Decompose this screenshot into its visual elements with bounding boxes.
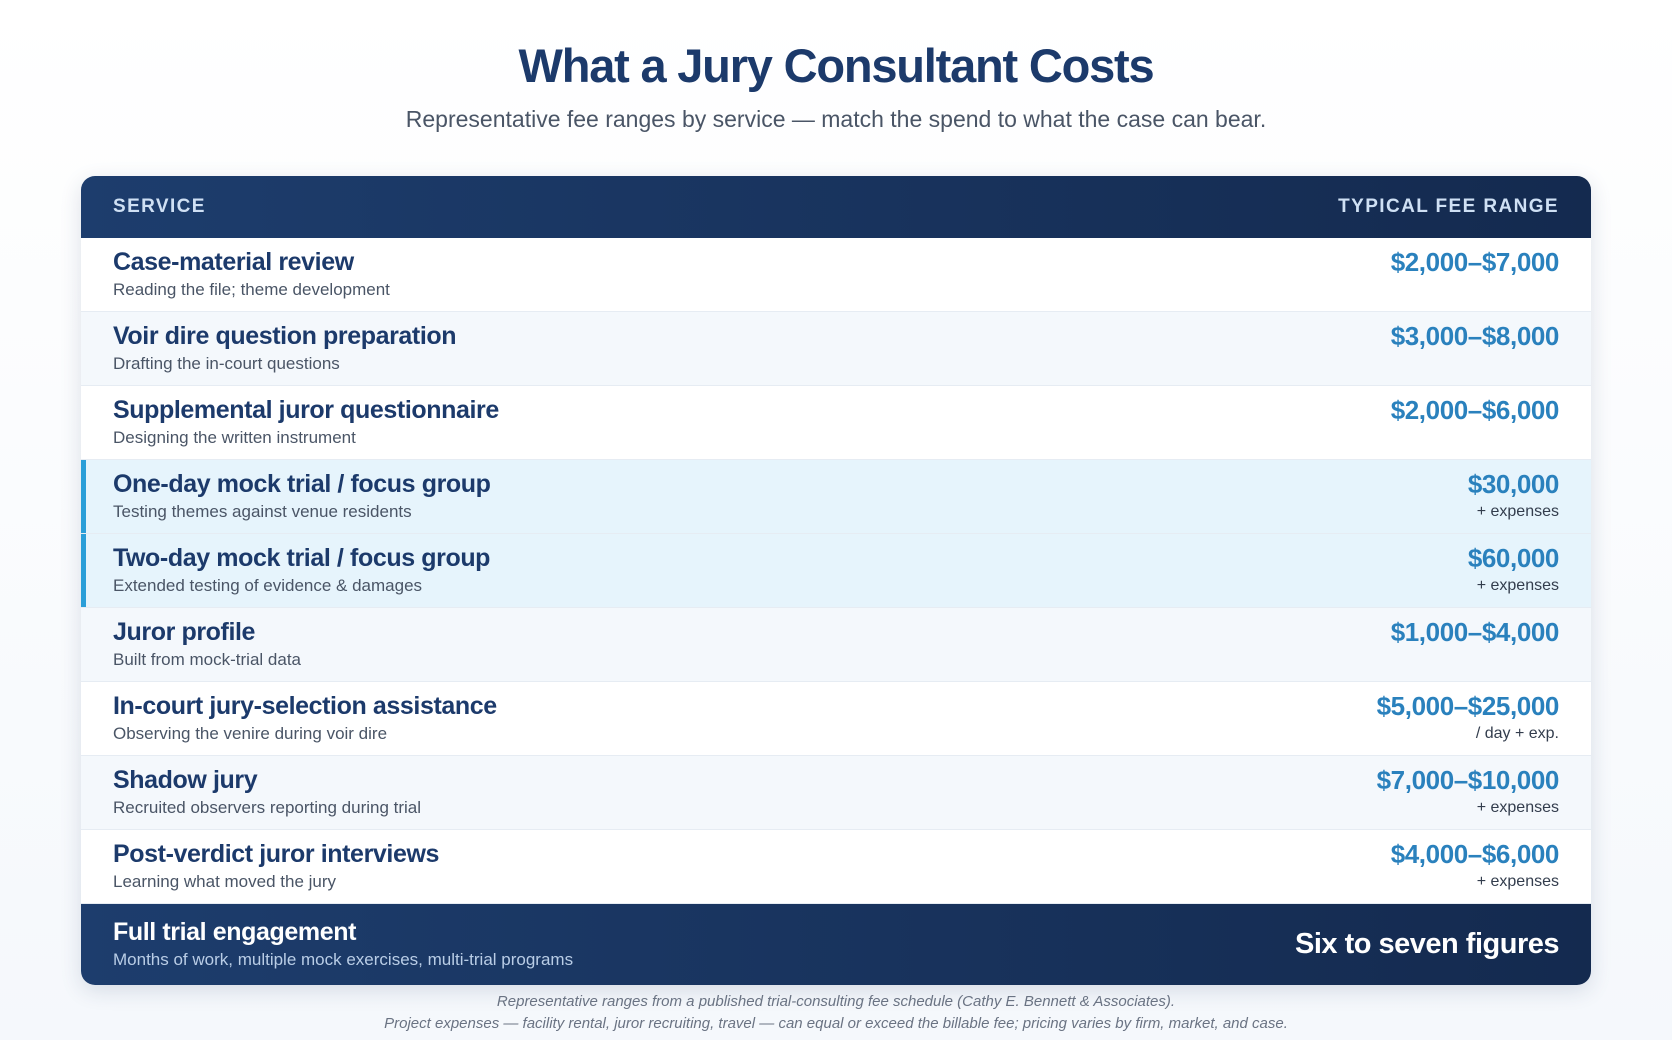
service-name: In-court jury-selection assistance bbox=[113, 692, 497, 720]
service-name: Two-day mock trial / focus group bbox=[113, 544, 491, 572]
table-row: Case-material review Reading the file; t… bbox=[81, 238, 1591, 312]
service-name: One-day mock trial / focus group bbox=[113, 470, 491, 498]
footnote-source: Representative ranges from a published t… bbox=[496, 993, 1176, 1010]
fee-note: + expenses bbox=[1476, 577, 1559, 594]
table-row: Juror profile Built from mock-trial data… bbox=[81, 608, 1591, 682]
table-row: Supplemental juror questionnaire Designi… bbox=[81, 386, 1591, 460]
footer-service-name: Full trial engagement bbox=[113, 918, 357, 946]
table-row-highlighted: One-day mock trial / focus group Testing… bbox=[81, 460, 1591, 534]
fee-note: + expenses bbox=[1476, 503, 1559, 520]
fee-range: $4,000–$6,000 bbox=[1390, 839, 1560, 869]
fee-column-header: TYPICAL FEE RANGE bbox=[1338, 196, 1559, 217]
service-description: Reading the file; theme development bbox=[113, 280, 390, 299]
highlight-accent-bar bbox=[81, 460, 86, 533]
fee-range: $2,000–$7,000 bbox=[1390, 247, 1560, 277]
table-row: Voir dire question preparation Drafting … bbox=[81, 312, 1591, 386]
service-name: Post-verdict juror interviews bbox=[113, 840, 439, 868]
fee-note: + expenses bbox=[1476, 873, 1559, 890]
fee-table: SERVICE TYPICAL FEE RANGE Case-material … bbox=[81, 176, 1591, 985]
fee-range: $30,000 bbox=[1467, 469, 1560, 499]
service-description: Drafting the in-court questions bbox=[113, 354, 340, 373]
service-description: Designing the written instrument bbox=[113, 428, 356, 447]
table-row: In-court jury-selection assistance Obser… bbox=[81, 682, 1591, 756]
fee-range: $5,000–$25,000 bbox=[1376, 691, 1560, 721]
service-name: Supplemental juror questionnaire bbox=[113, 396, 499, 424]
table-row: Shadow jury Recruited observers reportin… bbox=[81, 756, 1591, 830]
service-description: Observing the venire during voir dire bbox=[113, 724, 388, 743]
service-name: Case-material review bbox=[113, 248, 354, 276]
fee-range: $1,000–$4,000 bbox=[1390, 617, 1560, 647]
service-description: Testing themes against venue residents bbox=[113, 502, 412, 521]
table-header: SERVICE TYPICAL FEE RANGE bbox=[81, 176, 1591, 238]
page-subtitle: Representative fee ranges by service — m… bbox=[405, 106, 1267, 132]
service-column-header: SERVICE bbox=[113, 196, 206, 217]
footer-fee-value: Six to seven figures bbox=[1295, 928, 1560, 960]
fee-note: + expenses bbox=[1476, 799, 1559, 816]
highlight-accent-bar bbox=[81, 534, 86, 607]
service-description: Recruited observers reporting during tri… bbox=[113, 798, 422, 817]
service-description: Learning what moved the jury bbox=[113, 872, 337, 891]
table-row: Post-verdict juror interviews Learning w… bbox=[81, 830, 1591, 904]
service-description: Extended testing of evidence & damages bbox=[113, 576, 423, 595]
footnote-expenses: Project expenses — facility rental, juro… bbox=[384, 1015, 1288, 1032]
table-footer-row: Full trial engagement Months of work, mu… bbox=[81, 904, 1591, 985]
page-title: What a Jury Consultant Costs bbox=[518, 39, 1155, 92]
fee-range: $3,000–$8,000 bbox=[1390, 321, 1560, 351]
table-row-highlighted: Two-day mock trial / focus group Extende… bbox=[81, 534, 1591, 608]
service-description: Built from mock-trial data bbox=[113, 650, 301, 669]
footer-service-description: Months of work, multiple mock exercises,… bbox=[113, 950, 574, 969]
service-name: Voir dire question preparation bbox=[113, 322, 457, 350]
fee-range: $2,000–$6,000 bbox=[1390, 395, 1560, 425]
service-name: Juror profile bbox=[113, 618, 256, 646]
fee-range: $60,000 bbox=[1467, 543, 1560, 573]
fee-range: $7,000–$10,000 bbox=[1376, 765, 1560, 795]
service-name: Shadow jury bbox=[113, 766, 258, 794]
fee-note: / day + exp. bbox=[1475, 725, 1559, 742]
